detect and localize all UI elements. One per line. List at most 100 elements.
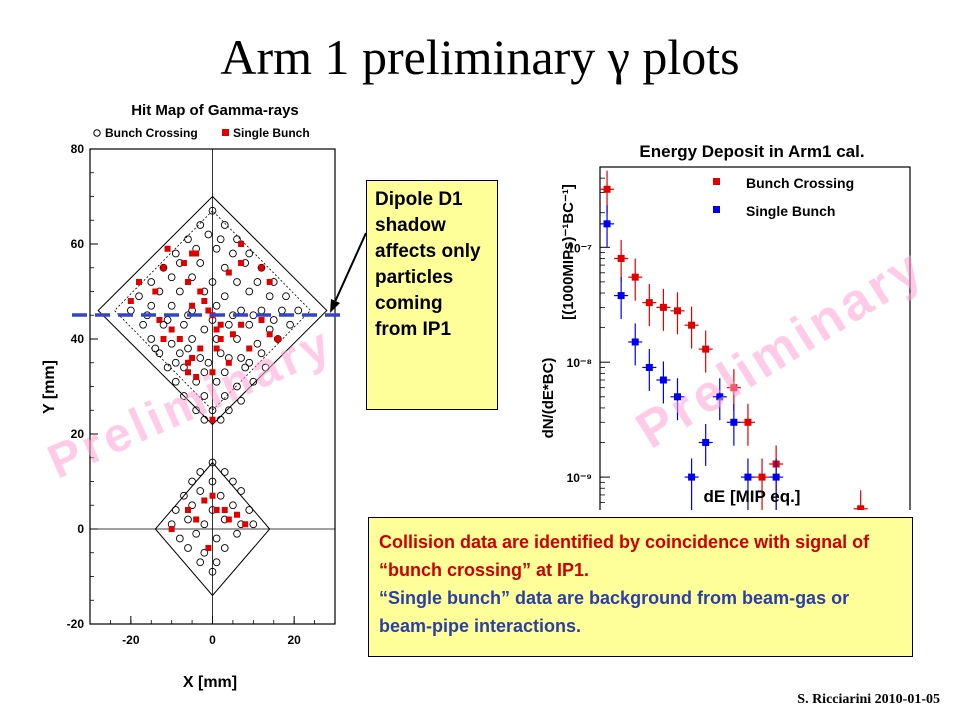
bunch-crossing-point [200,548,209,557]
bunch-crossing-point [220,368,229,377]
bunch-crossing-point [245,249,254,258]
bunch-crossing-point [212,301,221,310]
bunch-crossing-point [196,558,205,567]
bunch-crossing-point [688,321,696,329]
bunch-crossing-point [180,392,188,400]
single-bunch-point [238,241,245,247]
bunch-crossing-point [159,263,168,272]
bunch-crossing-point [208,278,217,286]
bunch-crossing-point [224,406,233,415]
single-bunch-point [234,511,240,518]
x-tick-label: 20 [287,633,301,647]
bunch-crossing-point [171,377,180,386]
single-bunch-point [716,393,724,401]
single-bunch-point [225,359,232,366]
bunch-crossing-point [241,363,250,372]
large-tower-outline [97,195,328,426]
single-bunch-point [744,473,752,481]
single-bunch-point [217,321,224,328]
bunch-crossing-point [229,249,237,258]
hitmap-ylabel: Y [mm] [41,360,58,414]
slide-title: Arm 1 preliminary γ plots [220,29,740,85]
bunch-crossing-point [257,306,266,315]
bunch-crossing-point [212,377,221,386]
bunch-crossing-point [253,278,262,286]
single-bunch-point [225,516,232,523]
bunch-crossing-point [220,392,229,400]
single-bunch-point [258,264,265,271]
bunch-crossing-point [180,363,188,372]
bunch-crossing-point [139,320,147,329]
bunch-crossing-point [857,505,865,510]
bunch-crossing-point [730,384,738,392]
bunch-crossing-point [208,206,217,215]
single-bunch-point [127,298,134,304]
bunch-crossing-point [261,363,270,372]
bunch-crossing-point [200,392,209,400]
y-tick-label: 40 [71,332,85,346]
single-bunch-point [189,302,196,309]
hitmap-ticks: -20 0 20 40 60 80 -20 0 20 [67,142,336,647]
bunch-crossing-point [212,244,221,253]
bunch-crossing-point [151,344,160,353]
bunch-crossing-point [294,306,303,315]
large-tower-fiducial [113,210,312,411]
hitmap-gridlines [90,149,335,624]
energy-ticks: 0500010000150002000010⁻¹⁰10⁻⁹10⁻⁸10⁻⁷ [567,177,610,503]
bunch-crossing-point [196,468,205,476]
bunch-crossing-point [220,263,229,272]
single-bunch-point [603,220,611,228]
bunch-crossing-point [265,292,274,301]
legend-bunch-crossing: Bunch Crossing [105,126,198,140]
single-bunch-point [160,336,167,342]
collision-text-blue: “Single bunch” data are background from … [379,588,850,636]
bunch-crossing-point [167,339,176,348]
single-bunch-point [185,507,191,513]
bunch-crossing-point [163,363,172,372]
bunch-crossing-point [216,415,225,424]
single-bunch-point [274,336,281,342]
bunch-crossing-point [603,185,611,193]
single-bunch-point [246,345,253,352]
single-bunch-point [213,326,220,333]
bunch-crossing-point [147,278,156,286]
bunch-crossing-point [212,534,221,543]
bunch-crossing-point [196,259,205,267]
bunch-crossing-point [204,358,213,367]
single-bunch-point [197,345,204,352]
energy-ylabel-unit: [(1000MIPs)⁻¹BC⁻¹] [560,184,577,320]
bunch-crossing-point [200,325,209,334]
energy-points [600,170,868,510]
hit-map-chart: Hit Map of Gamma-rays Bunch Crossing Sin… [41,102,336,691]
single-bunch-point [209,369,216,376]
single-bunch-point [258,317,265,323]
bunch-crossing-point [171,506,180,514]
bunch-crossing-point [744,418,752,426]
x-tick-label: 0 [209,633,216,647]
bunch-crossing-point [674,307,681,315]
footer-credit: S. Ricciarini 2010-01-05 [797,692,940,707]
energy-deposit-chart: Energy Deposit in Arm1 cal. 050001000015… [540,142,911,510]
bunch-crossing-point [188,335,196,343]
bunch-crossing-point [216,491,225,500]
bunch-crossing-point [200,415,209,424]
bunch-crossing-point [135,292,143,301]
y-tick-label: 60 [71,237,85,251]
single-bunch-point [674,393,681,401]
single-bunch-point [238,260,245,266]
legend-red-square [713,178,720,185]
legend-single-bunch: Single Bunch [746,203,835,219]
single-bunch-point [136,279,142,285]
single-bunch-point [193,516,200,523]
single-bunch-point [176,336,183,342]
bunch-crossing-point [245,358,254,367]
bunch-crossing-point [645,299,653,307]
bunch-crossing-point [229,477,237,486]
single-bunch-point [164,245,171,252]
bunch-crossing-point [758,473,766,481]
single-bunch-point [730,418,738,426]
single-bunch-point [205,545,212,551]
single-bunch-point [189,355,196,361]
energy-xlabel: dE [MIP eq.] [704,487,801,506]
bunch-crossing-point [184,544,192,552]
